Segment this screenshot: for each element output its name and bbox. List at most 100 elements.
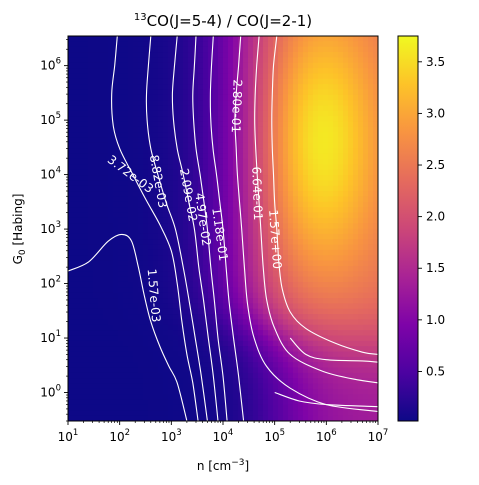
heatmap-cell — [243, 153, 249, 160]
heatmap-cell — [268, 281, 274, 288]
heatmap-cell — [163, 94, 169, 101]
heatmap-cell — [68, 175, 74, 181]
heatmap-cell — [343, 180, 349, 187]
heatmap-cell — [278, 201, 284, 208]
heatmap-cell — [263, 330, 269, 337]
heatmap-cell — [278, 410, 284, 417]
heatmap-cell — [148, 68, 154, 75]
heatmap-cell — [98, 196, 104, 203]
heatmap-cell — [313, 265, 319, 272]
heatmap-cell — [223, 207, 229, 214]
heatmap-cell — [333, 383, 339, 390]
heatmap-cell — [248, 356, 254, 363]
heatmap-cell — [123, 244, 129, 251]
heatmap-cell — [198, 201, 204, 208]
heatmap-cell — [203, 228, 209, 235]
heatmap-cell — [218, 153, 224, 160]
heatmap-cell — [138, 121, 144, 128]
heatmap-cell — [183, 228, 189, 235]
heatmap-cell — [148, 89, 154, 96]
heatmap-cell — [73, 314, 79, 321]
heatmap-cell — [203, 255, 209, 262]
heatmap-cell — [298, 394, 304, 401]
heatmap-cell — [313, 255, 319, 262]
heatmap-cell — [73, 303, 79, 310]
heatmap-cell — [313, 201, 319, 208]
heatmap-cell — [68, 319, 74, 326]
heatmap-cell — [183, 308, 189, 315]
heatmap-cell — [268, 255, 274, 262]
heatmap-cell — [68, 132, 74, 139]
heatmap-cell — [293, 169, 299, 176]
heatmap-cell — [318, 314, 324, 321]
heatmap-cell — [168, 52, 174, 58]
heatmap-cell — [188, 94, 194, 101]
heatmap-cell — [193, 223, 199, 230]
heatmap-cell — [148, 207, 154, 214]
heatmap-cell — [278, 319, 284, 326]
heatmap-cell — [288, 255, 294, 262]
heatmap-cell — [253, 57, 259, 64]
heatmap-cell — [183, 191, 189, 198]
heatmap-cell — [158, 233, 164, 240]
heatmap-cell — [183, 239, 189, 246]
heatmap-cell — [238, 142, 244, 149]
heatmap-cell — [348, 121, 354, 128]
heatmap-cell — [98, 314, 104, 321]
heatmap-cell — [373, 207, 378, 214]
heatmap-cell — [373, 223, 378, 230]
heatmap-cell — [108, 110, 114, 117]
heatmap-cell — [253, 372, 259, 379]
heatmap-cell — [288, 217, 294, 224]
heatmap-cell — [178, 132, 184, 139]
heatmap-cell — [118, 330, 124, 337]
heatmap-cell — [318, 110, 324, 117]
heatmap-cell — [358, 340, 364, 347]
heatmap-cell — [333, 255, 339, 262]
heatmap-cell — [113, 158, 119, 165]
heatmap-cell — [243, 212, 249, 219]
heatmap-cell — [333, 132, 339, 139]
heatmap-cell — [153, 378, 159, 385]
heatmap-cell — [218, 287, 224, 294]
heatmap-cell — [273, 276, 279, 283]
heatmap-cell — [168, 319, 174, 326]
heatmap-cell — [338, 41, 344, 48]
heatmap-cell — [173, 249, 179, 256]
heatmap-cell — [83, 73, 89, 80]
heatmap-cell — [313, 62, 319, 69]
heatmap-cell — [293, 196, 299, 203]
heatmap-cell — [328, 303, 334, 310]
heatmap-cell — [218, 73, 224, 80]
heatmap-cell — [353, 383, 359, 390]
heatmap-cell — [358, 196, 364, 203]
heatmap-cell — [368, 271, 374, 278]
heatmap-cell — [303, 142, 309, 149]
heatmap-cell — [218, 46, 224, 53]
heatmap-cell — [338, 314, 344, 321]
heatmap-cell — [73, 255, 79, 262]
heatmap-cell — [158, 399, 164, 406]
heatmap-cell — [253, 41, 259, 48]
heatmap-cell — [98, 298, 104, 304]
heatmap-cell — [253, 399, 259, 406]
heatmap-cell — [243, 191, 249, 198]
heatmap-cell — [213, 415, 219, 421]
heatmap-cell — [333, 271, 339, 278]
heatmap-cell — [233, 62, 239, 69]
heatmap-cell — [133, 185, 139, 192]
heatmap-cell — [283, 340, 289, 347]
heatmap-cell — [258, 73, 264, 80]
heatmap-cell — [308, 292, 314, 299]
heatmap-cell — [263, 223, 269, 230]
heatmap-cell — [373, 110, 378, 117]
heatmap-cell — [198, 110, 204, 117]
heatmap-cell — [318, 233, 324, 240]
heatmap-cell — [138, 158, 144, 165]
heatmap-cell — [288, 52, 294, 58]
heatmap-cell — [218, 105, 224, 112]
heatmap-cell — [313, 415, 319, 421]
heatmap-cell — [133, 292, 139, 299]
heatmap-cell — [283, 367, 289, 374]
heatmap-cell — [313, 287, 319, 294]
